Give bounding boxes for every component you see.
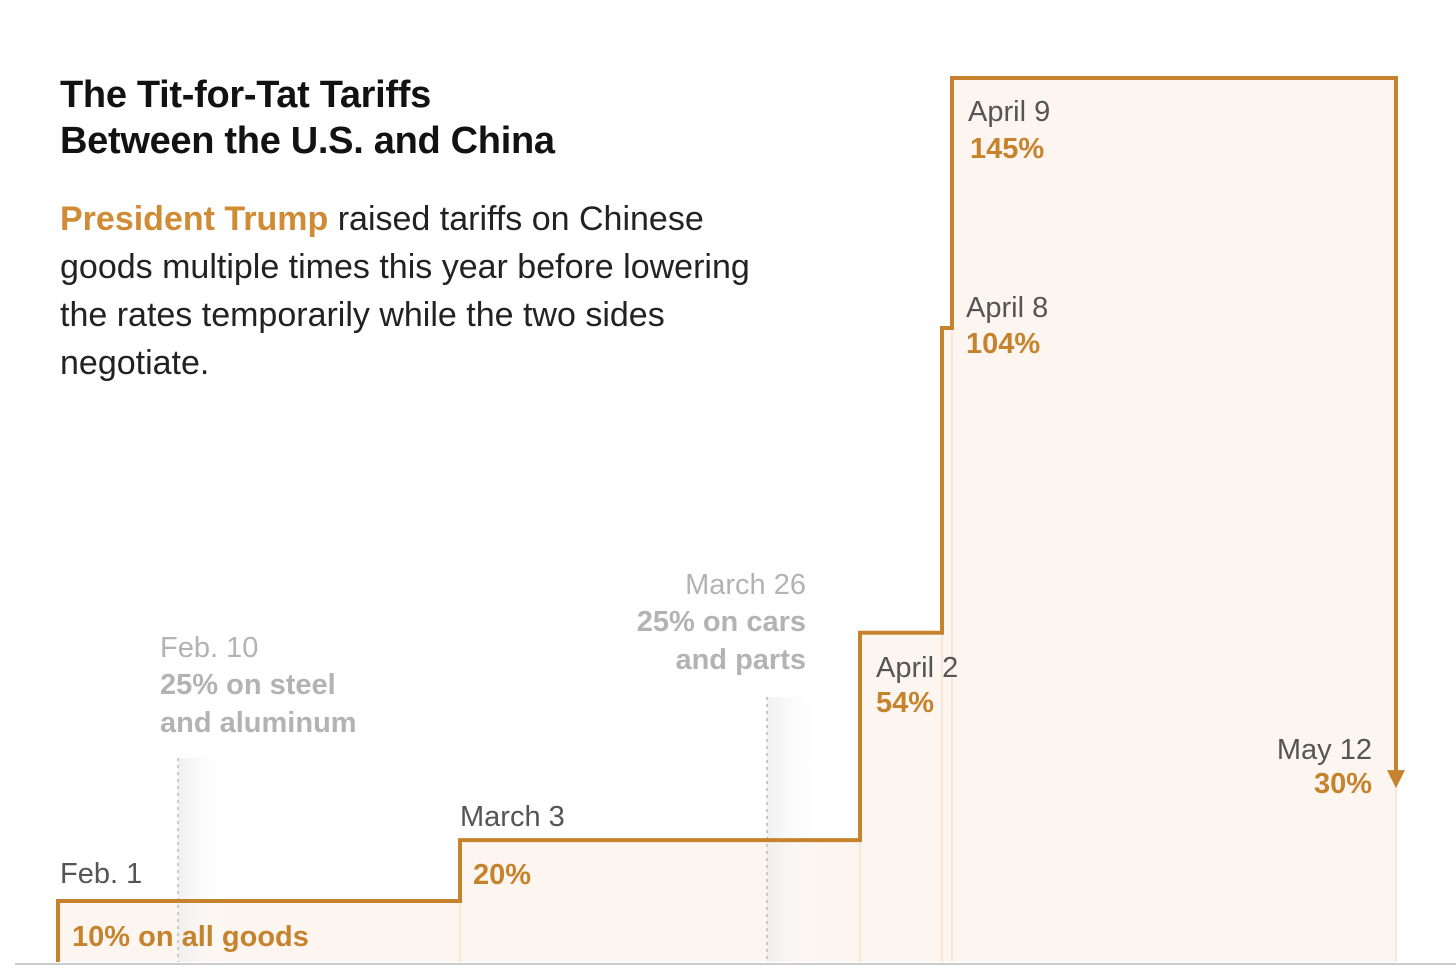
annotation-date-march-26: March 26 [685, 569, 806, 601]
date-label-march-3: March 3 [460, 801, 565, 833]
annotation-date-feb-10: Feb. 10 [160, 632, 258, 664]
down-arrow-icon [1387, 770, 1405, 789]
area-fill [58, 78, 1396, 962]
value-label-april-8: 104% [966, 328, 1040, 360]
date-label-april-2: April 2 [876, 652, 958, 684]
annotation-text-feb-10-2: and aluminum [160, 707, 357, 739]
value-label-april-9: 145% [970, 133, 1044, 165]
chart-title: The Tit-for-Tat Tariffs Between the U.S.… [60, 72, 555, 164]
value-label-march-3: 20% [473, 859, 531, 891]
tariff-step-line [56, 76, 1398, 962]
annotation-shade-march-26 [767, 697, 822, 962]
annotation-text-march-26-1: 25% on cars [637, 606, 806, 638]
chart-title-line-2: Between the U.S. and China [60, 120, 555, 162]
description-text: raised tariffs on Chinese goods multiple… [60, 200, 750, 382]
annotation-text-march-26-2: and parts [675, 644, 806, 676]
annotation-text-feb-10-1: 25% on steel [160, 669, 336, 701]
date-label-april-9: April 9 [968, 96, 1050, 128]
description-highlight: President Trump [60, 200, 329, 238]
chart-description: President Trump raised tariffs on Chines… [60, 195, 780, 387]
date-label-may-12: May 12 [1277, 734, 1372, 766]
annotation-shade-feb-10 [178, 758, 228, 962]
date-label-april-8: April 8 [966, 292, 1048, 324]
value-label-april-2: 54% [876, 687, 934, 719]
value-label-may-12: 30% [1314, 768, 1372, 800]
chart-title-line-1: The Tit-for-Tat Tariffs [60, 74, 431, 116]
date-label-feb-1: Feb. 1 [60, 858, 142, 890]
value-label-feb-1: 10% on all goods [72, 921, 309, 953]
